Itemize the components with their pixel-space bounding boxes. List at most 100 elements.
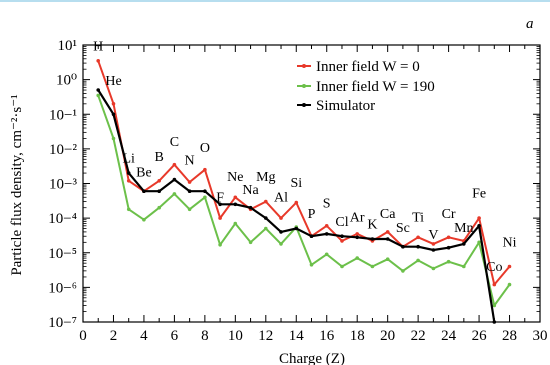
element-label: Ti [412,211,424,226]
data-point-w0 [340,239,344,243]
data-point-simulator [477,224,481,228]
data-point-simulator [157,189,161,193]
element-label: Mg [256,170,275,185]
data-point-simulator [142,189,146,193]
data-point-w0 [187,180,192,184]
data-point-w0 [96,59,100,63]
data-point-simulator [370,237,375,241]
data-point-simulator [233,202,238,207]
data-point-simulator [264,216,268,220]
legend: Inner field W = 0 Inner field W = 190 Si… [297,59,435,114]
element-label: Al [274,191,288,206]
data-point-w190 [111,136,116,141]
data-point-simulator [309,234,314,238]
data-point-w190 [279,242,283,246]
element-label: Cl [335,215,348,230]
x-tick-label: 24 [441,328,457,344]
element-label: Cr [442,207,456,222]
x-tick-label: 18 [350,328,365,344]
data-point-w0 [157,179,161,183]
data-point-w190 [126,207,131,212]
x-tick-label: 28 [502,328,517,344]
element-label: He [105,74,121,89]
data-point-w190 [172,192,177,196]
data-point-simulator [385,237,390,241]
data-point-w190 [157,205,161,210]
legend-label-simulator: Simulator [316,98,375,114]
data-point-w190 [401,269,405,273]
data-point-simulator [416,244,420,249]
data-point-simulator [96,88,100,92]
element-label: B [155,150,164,165]
x-tick-label: 2 [110,328,118,344]
x-tick-label: 6 [171,328,179,344]
data-point-simulator [111,112,116,117]
y-tick-label: 10¹ [58,38,78,54]
data-point-w190 [309,263,314,267]
element-label: K [367,218,377,233]
data-point-w190 [324,252,329,257]
x-axis-title: Charge (Z) [279,351,345,365]
data-point-simulator [203,189,207,193]
element-label: Mn [454,221,473,236]
y-tick-label: 10−⁵ [48,246,77,262]
element-label: Sc [396,221,410,236]
element-label: Ni [503,236,517,251]
x-tick-label: 22 [411,328,426,344]
series-line-w190 [97,95,511,307]
y-axis-title: Particle flux density, cm⁻²·s⁻¹ [9,94,25,275]
data-point-w0 [416,235,420,240]
data-point-w0 [477,216,481,220]
x-tick-label: 26 [472,328,488,344]
data-point-simulator [462,242,466,246]
data-point-w0 [324,224,329,228]
data-point-simulator [324,232,329,236]
element-label: S [323,197,331,212]
data-point-w190 [203,195,207,200]
element-label: O [200,141,210,156]
y-tick-label: 10−² [49,142,77,158]
data-point-w0 [446,235,451,240]
element-label: Ne [227,170,243,185]
data-point-w0 [111,102,116,106]
x-tick-label: 8 [201,328,209,344]
data-point-w190 [264,226,268,231]
data-point-simulator [340,234,344,238]
data-point-w190 [477,240,481,245]
element-label: N [185,154,195,169]
element-label: Li [122,152,135,167]
y-tick-label: 10⁰ [56,73,77,89]
data-point-w190 [218,243,222,247]
data-point-w0 [355,232,360,236]
data-point-w190 [431,266,436,271]
element-label: Co [486,260,502,275]
data-point-w190 [446,259,451,264]
element-label: Si [290,176,302,191]
data-point-w0 [233,195,238,200]
data-point-w190 [370,264,375,269]
x-tick-label: 10 [228,328,243,344]
panel-label: a [526,16,534,32]
data-point-w0 [431,242,436,246]
data-point-simulator [172,177,177,182]
element-label: Ca [380,207,396,222]
series-line-simulator [97,89,496,323]
element-label: Fe [472,186,486,201]
element-label: V [428,228,438,243]
data-point-w190 [355,256,360,260]
data-point-simulator [355,235,360,240]
data-point-w0 [203,167,207,172]
data-point-w190 [187,207,192,212]
data-point-simulator [187,189,192,193]
legend-label-w0: Inner field W = 0 [316,59,420,75]
legend-marker-w190 [302,84,306,88]
data-point-w190 [233,221,238,226]
data-point-w0 [507,264,512,269]
data-point-w190 [96,93,100,98]
x-tick-label: 30 [533,328,548,344]
data-point-w190 [492,303,497,308]
x-tick-label: 0 [79,328,87,344]
data-point-w190 [142,217,146,222]
